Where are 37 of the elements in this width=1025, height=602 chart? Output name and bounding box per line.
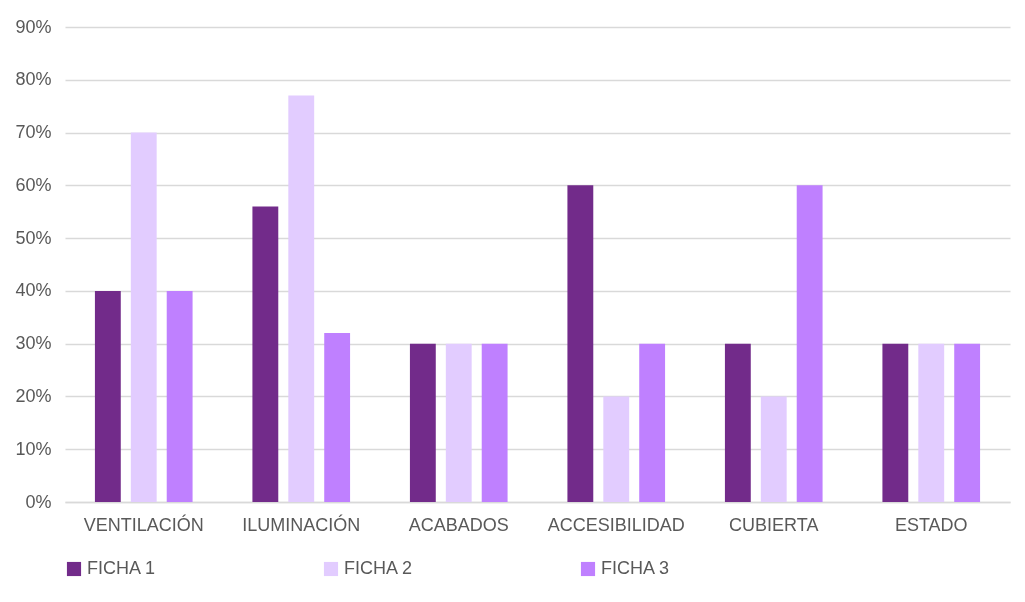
bar xyxy=(724,343,751,502)
y-tick-label: 60% xyxy=(15,174,52,195)
bar xyxy=(481,343,508,502)
y-tick-label: 10% xyxy=(15,438,52,459)
x-tick-label: VENTILACIÓN xyxy=(83,513,204,535)
bar xyxy=(130,132,157,502)
bar xyxy=(252,206,279,502)
bar xyxy=(324,333,351,502)
bar xyxy=(409,343,436,502)
x-tick-label: CUBIERTA xyxy=(729,514,819,535)
bar xyxy=(94,290,121,502)
y-tick-label: 30% xyxy=(15,333,52,354)
x-tick-label: ACCESIBILIDAD xyxy=(547,514,685,535)
bar xyxy=(954,343,981,502)
legend-label: FICHA 3 xyxy=(601,558,670,578)
y-tick-label: 0% xyxy=(25,491,52,512)
y-tick-label: 90% xyxy=(15,16,52,37)
legend-label: FICHA 1 xyxy=(87,558,156,578)
bar xyxy=(445,343,472,502)
y-tick-label: 20% xyxy=(15,385,52,406)
x-tick-label: ACABADOS xyxy=(408,514,509,535)
bar xyxy=(639,343,666,502)
bar xyxy=(796,185,823,502)
y-tick-label: 50% xyxy=(15,227,52,248)
bar xyxy=(166,290,193,502)
y-tick-label: 40% xyxy=(15,280,52,301)
x-tick-label: ESTADO xyxy=(894,514,968,535)
bar xyxy=(567,185,594,502)
y-tick-label: 80% xyxy=(15,69,52,90)
y-tick-label: 70% xyxy=(15,122,52,143)
bar xyxy=(288,95,315,502)
bar xyxy=(603,396,630,502)
x-tick-label: ILUMINACIÓN xyxy=(242,513,361,535)
bar xyxy=(918,343,945,502)
bar xyxy=(760,396,787,502)
legend-label: FICHA 2 xyxy=(344,558,413,578)
bar xyxy=(882,343,909,502)
